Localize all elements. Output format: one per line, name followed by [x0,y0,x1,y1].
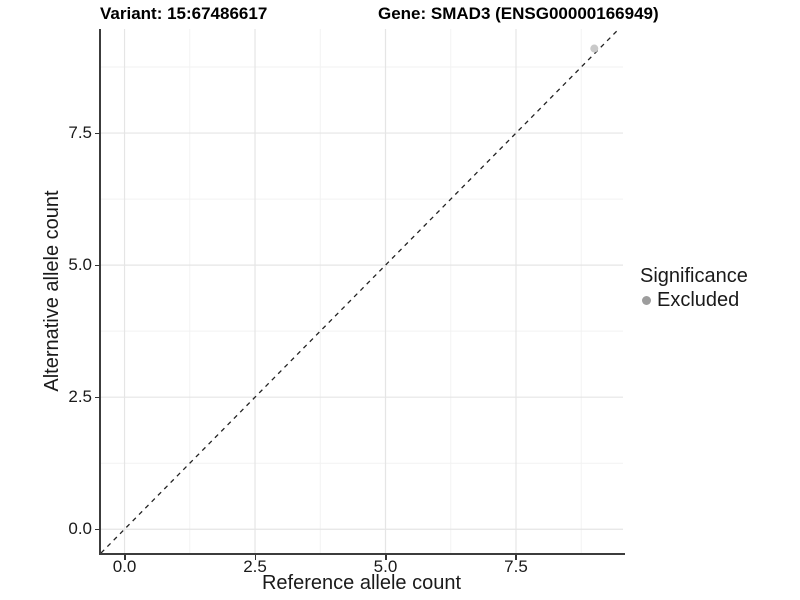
x-tick-label: 2.5 [243,557,267,576]
x-tick-mark [385,555,387,560]
x-tick-label: 0.0 [112,557,137,576]
x-tick-mark [254,555,257,560]
x-axis-line [99,553,625,555]
plot-title-variant: Variant: 15:67486617 [100,4,268,23]
y-tick-label: 7.5 [68,123,92,143]
legend-key-dot-icon [642,296,651,305]
y-tick-mark [95,132,100,135]
plot-panel [100,28,623,554]
chart-canvas [100,28,623,554]
x-tick-label: 7.5 [504,557,528,576]
identity-line [100,28,620,554]
y-axis-title: Alternative allele count [41,190,63,392]
y-tick-mark [95,396,100,399]
y-tick-label: 5.0 [68,255,92,275]
legend: Significance Excluded [640,265,748,312]
x-tick-mark [124,555,126,560]
y-tick-mark [95,264,100,267]
x-tick-label: 5.0 [373,557,398,576]
plot-title-gene: Gene: SMAD3 (ENSG00000166949) [378,4,659,23]
y-tick-mark [95,528,100,531]
legend-item-label: Excluded [657,289,740,311]
x-tick-mark [515,555,517,560]
legend-title: Significance [640,265,748,287]
data-point-excluded [590,44,599,53]
y-axis-line [99,29,101,555]
y-tick-label: 0.0 [68,519,92,539]
y-tick-label: 2.5 [68,387,92,407]
x-axis-title: Reference allele count [261,572,461,594]
legend-item-excluded: Excluded [640,289,748,312]
